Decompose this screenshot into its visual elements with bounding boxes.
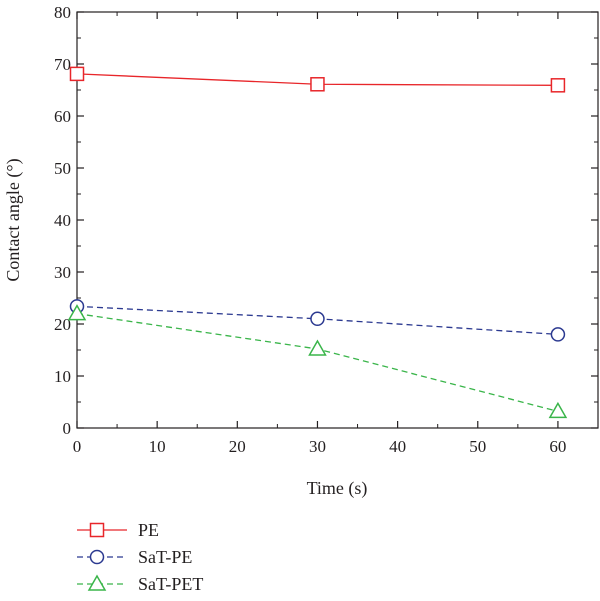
x-axis-ticks: 0 10 20 30 40 50 60: [73, 12, 566, 456]
axes: [76, 11, 599, 429]
series-layer: [67, 66, 568, 419]
legend-swatch-marker: [87, 574, 107, 591]
legend: PE SaT-PE SaT-PET: [77, 520, 203, 594]
x-tick-label: 40: [389, 437, 406, 456]
x-tick-label: 0: [73, 437, 82, 456]
data-point: [550, 78, 566, 93]
x-tick-label: 50: [469, 437, 486, 456]
data-point: [550, 327, 566, 342]
legend-label: PE: [138, 520, 159, 540]
legend-item: SaT-PE: [77, 547, 192, 567]
legend-swatch-marker: [89, 549, 105, 565]
data-point: [310, 311, 325, 327]
series-pe: [69, 66, 566, 93]
data-point: [308, 339, 327, 356]
data-point: [69, 66, 85, 82]
legend-label: SaT-PET: [138, 574, 203, 594]
y-tick-label: 60: [54, 107, 71, 126]
legend-item: SaT-PET: [77, 574, 203, 594]
y-axis-ticks: 0 10 20 30 40 50 60 70 80: [54, 3, 598, 438]
x-tick-label: 30: [309, 437, 326, 456]
series-sat-pe: [69, 299, 566, 342]
x-tick-label: 10: [149, 437, 166, 456]
data-point: [548, 401, 568, 419]
legend-item: PE: [77, 520, 159, 540]
y-axis-title: Contact angle (°): [3, 158, 24, 281]
y-tick-label: 80: [54, 3, 71, 22]
y-tick-label: 70: [54, 55, 71, 74]
y-tick-label: 20: [54, 315, 71, 334]
y-tick-label: 0: [63, 419, 72, 438]
x-tick-label: 60: [549, 437, 566, 456]
legend-label: SaT-PE: [138, 547, 192, 567]
series-line: [76, 312, 559, 412]
series-sat-pet: [67, 304, 568, 419]
x-axis-title: Time (s): [307, 478, 368, 499]
y-tick-label: 50: [54, 159, 71, 178]
data-point: [310, 77, 325, 92]
y-tick-label: 40: [54, 211, 71, 230]
legend-swatch-marker: [89, 522, 105, 538]
x-tick-label: 20: [229, 437, 246, 456]
data-point: [67, 304, 87, 321]
y-tick-label: 30: [54, 263, 71, 282]
plot-frame: [76, 11, 599, 429]
y-tick-label: 10: [54, 367, 71, 386]
